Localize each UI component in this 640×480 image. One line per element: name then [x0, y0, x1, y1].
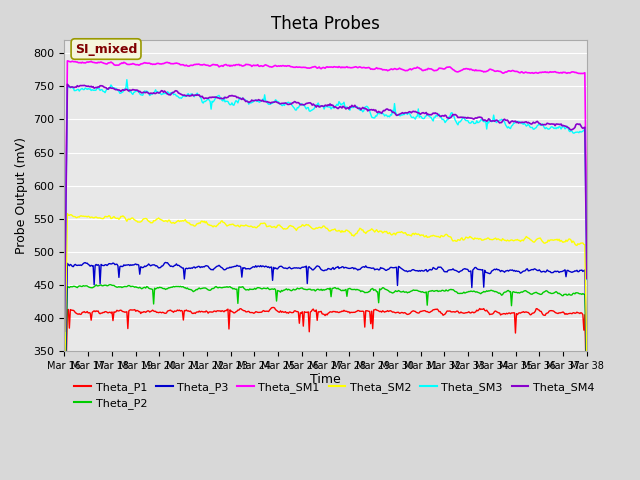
Theta_SM1 — [120, 60, 128, 65]
Theta_SM1 — [558, 70, 566, 76]
Theta_SM2 — [583, 355, 591, 361]
Theta_P1 — [583, 402, 591, 408]
Theta_P1 — [239, 307, 246, 313]
Theta_SM3 — [61, 333, 68, 338]
Theta_P1 — [61, 443, 68, 449]
Line: Theta_P3: Theta_P3 — [65, 263, 587, 423]
Theta_P1 — [119, 309, 127, 314]
Y-axis label: Probe Output (mV): Probe Output (mV) — [15, 137, 28, 254]
Line: Theta_SM3: Theta_SM3 — [65, 80, 587, 336]
Theta_SM4 — [583, 276, 591, 281]
Theta_SM2 — [240, 223, 248, 229]
Theta_P2 — [372, 287, 380, 293]
Theta_SM2 — [63, 211, 71, 216]
Line: Theta_SM1: Theta_SM1 — [65, 61, 587, 322]
Theta_P1 — [157, 310, 165, 316]
Theta_SM3 — [159, 91, 166, 97]
Theta_P1 — [538, 311, 546, 316]
Theta_SM3 — [583, 276, 591, 282]
Line: Theta_P2: Theta_P2 — [65, 285, 587, 433]
Theta_P3 — [119, 264, 127, 269]
Theta_SM4 — [240, 96, 248, 102]
Line: Theta_SM4: Theta_SM4 — [65, 84, 587, 331]
Theta_P3 — [372, 266, 380, 272]
Theta_SM3 — [538, 121, 546, 127]
Theta_SM2 — [372, 228, 380, 234]
Text: SI_mixed: SI_mixed — [75, 43, 137, 56]
Theta_SM4 — [63, 82, 71, 87]
Theta_P1 — [269, 305, 277, 311]
Theta_P3 — [583, 372, 591, 378]
Theta_SM4 — [538, 122, 546, 128]
Theta_P3 — [538, 269, 546, 275]
Line: Theta_SM2: Theta_SM2 — [65, 214, 587, 397]
Theta_P3 — [162, 260, 170, 265]
X-axis label: Time: Time — [310, 373, 341, 386]
Theta_SM3 — [558, 124, 566, 130]
Theta_P1 — [372, 306, 380, 312]
Theta_P1 — [558, 310, 566, 315]
Theta_P2 — [159, 286, 166, 291]
Theta_P2 — [106, 282, 114, 288]
Theta_SM4 — [558, 123, 566, 129]
Theta_P2 — [558, 293, 566, 299]
Theta_SM2 — [61, 395, 68, 400]
Theta_SM3 — [240, 96, 248, 102]
Theta_P2 — [240, 285, 248, 291]
Theta_SM1 — [159, 61, 166, 67]
Theta_P3 — [157, 263, 165, 269]
Theta_SM4 — [159, 88, 166, 94]
Theta_SM3 — [119, 89, 127, 95]
Theta_P2 — [61, 431, 68, 436]
Theta_P3 — [558, 269, 566, 275]
Theta_SM1 — [583, 240, 591, 245]
Theta_SM1 — [63, 58, 71, 64]
Line: Theta_P1: Theta_P1 — [65, 308, 587, 446]
Theta_SM2 — [538, 239, 546, 244]
Theta_SM4 — [372, 107, 380, 113]
Theta_SM1 — [240, 63, 248, 69]
Title: Theta Probes: Theta Probes — [271, 15, 380, 33]
Theta_P3 — [61, 420, 68, 426]
Theta_SM1 — [538, 69, 546, 75]
Theta_SM3 — [372, 113, 380, 119]
Theta_P2 — [583, 387, 591, 393]
Theta_SM4 — [61, 328, 68, 334]
Theta_P2 — [120, 284, 128, 289]
Theta_P3 — [240, 265, 248, 271]
Theta_SM1 — [61, 319, 68, 324]
Theta_SM3 — [123, 77, 131, 83]
Theta_P2 — [538, 291, 546, 297]
Theta_SM2 — [120, 214, 128, 219]
Theta_SM4 — [120, 87, 128, 93]
Theta_SM1 — [372, 66, 380, 72]
Legend: Theta_P1, Theta_P2, Theta_P3, Theta_SM1, Theta_SM2, Theta_SM3, Theta_SM4: Theta_P1, Theta_P2, Theta_P3, Theta_SM1,… — [70, 377, 598, 414]
Theta_SM2 — [159, 217, 166, 223]
Theta_SM2 — [558, 239, 566, 244]
